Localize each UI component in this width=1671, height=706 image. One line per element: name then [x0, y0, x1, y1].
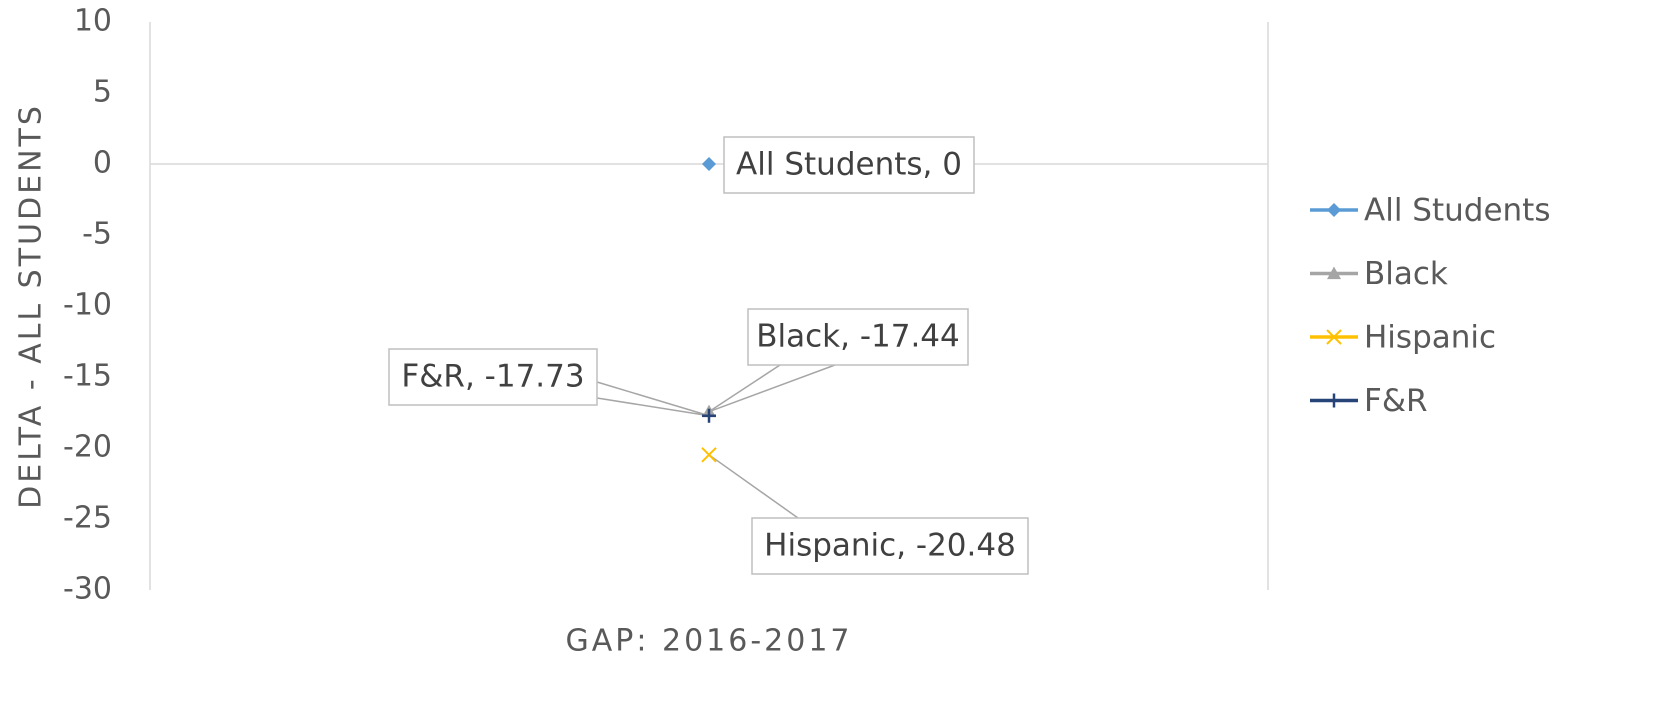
legend-label: All Students: [1364, 193, 1550, 229]
legend-label: Hispanic: [1364, 320, 1496, 356]
legend-label: Black: [1364, 256, 1448, 292]
marker: [702, 408, 716, 423]
y-tick-label: -25: [63, 501, 112, 536]
data-label-box: [747, 308, 969, 366]
legend-item: All Students: [1310, 193, 1550, 229]
data-label: F&R, -17.73: [401, 359, 584, 395]
legend-label: F&R: [1364, 383, 1428, 419]
leader-line: [596, 381, 710, 417]
y-tick-label: 0: [93, 146, 112, 181]
marker: [1327, 393, 1341, 408]
legend-item: Hispanic: [1310, 320, 1496, 356]
y-tick-label: -30: [63, 572, 112, 607]
leader-line: [708, 454, 799, 519]
y-axis-title: DELTA - ALL STUDENTS: [14, 103, 49, 509]
legend-item: F&R: [1310, 383, 1428, 419]
data-label-box: [723, 136, 975, 194]
y-tick-label: 5: [93, 75, 112, 110]
y-tick-label: -5: [82, 217, 112, 252]
data-label: Black, -17.44: [756, 319, 960, 355]
marker: [701, 447, 717, 463]
marker: [1327, 203, 1341, 217]
data-label-box: [751, 517, 1029, 575]
y-tick-label: -10: [63, 288, 112, 323]
y-tick-label: -15: [63, 359, 112, 394]
y-tick-label: -20: [63, 430, 112, 465]
marker: [1326, 329, 1342, 345]
legend-item: Black: [1310, 256, 1448, 292]
data-label: All Students, 0: [736, 147, 962, 183]
data-label-box: [388, 348, 598, 406]
y-tick-label: 10: [74, 4, 112, 39]
leader-line: [708, 364, 836, 413]
x-axis-title: GAP: 2016-2017: [565, 624, 852, 659]
data-label: Hispanic, -20.48: [764, 528, 1016, 564]
marker: [702, 157, 716, 171]
marker: [1327, 266, 1341, 280]
